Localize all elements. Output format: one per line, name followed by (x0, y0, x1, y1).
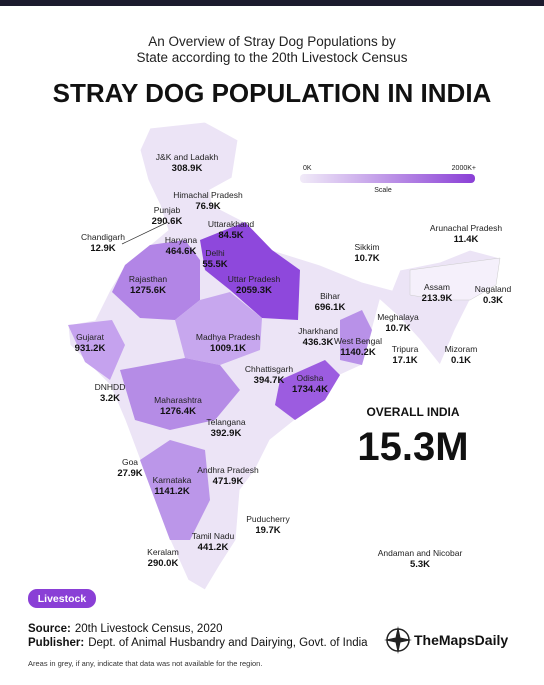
region-name: Puducherry (246, 514, 290, 524)
northeast-shape (409, 257, 501, 301)
region-name: Uttarakhand (208, 219, 255, 229)
subtitle: An Overview of Stray Dog Populations by S… (137, 34, 408, 65)
region-name: Bihar (320, 291, 340, 301)
region-value: 55.5K (202, 259, 227, 270)
scale-bar (300, 174, 475, 183)
region-value: 27.9K (117, 468, 142, 479)
scale-label: Scale (374, 187, 392, 194)
region-name: Assam (424, 282, 450, 292)
region-name: Chandigarh (81, 232, 125, 242)
region-value: 0.3K (483, 295, 503, 306)
region-name: Punjab (154, 205, 181, 215)
region-name: Nagaland (475, 284, 512, 294)
region-name: J&K and Ladakh (156, 152, 219, 162)
gujarat-shape (68, 320, 125, 380)
logo-icon (384, 626, 412, 654)
region-name: Tripura (392, 344, 419, 354)
region-name: Telangana (206, 417, 246, 427)
scale-max: 2000K+ (452, 165, 476, 172)
title: STRAY DOG POPULATION IN INDIA (53, 78, 492, 108)
maharashtra-shape (120, 358, 240, 430)
region-value: 308.9K (172, 163, 203, 174)
region-name: Goa (122, 457, 138, 467)
region-name: Gujarat (76, 332, 105, 342)
scale-min: 0K (303, 165, 312, 172)
region-name: Uttar Pradesh (228, 274, 281, 284)
up-shape (200, 222, 300, 320)
region-value: 17.1K (392, 355, 417, 366)
rajasthan-shape (112, 240, 200, 320)
region-value: 76.9K (195, 201, 220, 212)
region-name: Jharkhand (298, 326, 338, 336)
region-name: Meghalaya (377, 312, 419, 322)
region-value: 84.5K (218, 230, 243, 241)
region-name: Tamil Nadu (192, 531, 235, 541)
brand: TheMapsDaily (414, 632, 508, 648)
region-value: 436.3K (303, 337, 334, 348)
region-name: Sikkim (354, 242, 379, 252)
region-name: West Bengal (334, 336, 382, 346)
karnataka-shape (140, 440, 210, 540)
region-value: 441.2K (198, 542, 229, 553)
region-value: 1734.4K (292, 384, 328, 395)
odisha-shape (275, 360, 340, 420)
region-name: Arunachal Pradesh (430, 223, 503, 233)
region-name: Andhra Pradesh (197, 465, 259, 475)
region-name: Rajasthan (129, 274, 168, 284)
region-name: Karnataka (153, 475, 192, 485)
region-value: 213.9K (422, 293, 453, 304)
region-name: Maharashtra (154, 395, 202, 405)
footnote: Areas in grey, if any, indicate that dat… (28, 659, 262, 668)
wb-shape (340, 310, 372, 365)
top-bar (0, 0, 544, 6)
region-value: 12.9K (90, 243, 115, 254)
region-name: Andaman and Nicobar (378, 548, 463, 558)
region-value: 290.6K (152, 216, 183, 227)
region-value: 19.7K (255, 525, 280, 536)
mp-shape (175, 292, 262, 365)
region-value: 464.6K (166, 246, 197, 257)
region-name: Madhya Pradesh (196, 332, 261, 342)
region-name: Chhattisgarh (245, 364, 293, 374)
region-value: 1275.6K (130, 285, 166, 296)
region-name: Odisha (297, 373, 324, 383)
region-name: Delhi (205, 248, 224, 258)
map (67, 121, 501, 591)
footer-line: Source: 20th Livestock Census, 2020 (28, 623, 223, 635)
region-value: 10.7K (385, 323, 410, 334)
region-value: 392.9K (211, 428, 242, 439)
region-value: 3.2K (100, 393, 120, 404)
region-value: 1141.2K (154, 486, 190, 497)
leader-line (121, 221, 169, 245)
badge: Livestock (38, 593, 87, 605)
region-name: Haryana (165, 235, 197, 245)
region-value: 1140.2K (340, 347, 376, 358)
overall-label: OVERALL INDIA (366, 405, 459, 419)
region-name: DNHDD (95, 382, 126, 392)
footer-line: Publisher: Dept. of Animal Husbandry and … (28, 637, 368, 649)
region-name: Keralam (147, 547, 179, 557)
region-value: 290.0K (148, 558, 179, 569)
region-value: 471.9K (213, 476, 244, 487)
region-value: 696.1K (315, 302, 346, 313)
region-value: 1009.1K (210, 343, 246, 354)
region-value: 1276.4K (160, 406, 196, 417)
overall-value: 15.3M (357, 425, 468, 469)
region-name: Himachal Pradesh (173, 190, 243, 200)
badge-pill (28, 589, 96, 608)
region-value: 10.7K (354, 253, 379, 264)
region-name: Mizoram (445, 344, 478, 354)
region-value: 11.4K (454, 234, 479, 245)
region-value: 931.2K (75, 343, 106, 354)
region-value: 394.7K (254, 375, 285, 386)
region-value: 0.1K (451, 355, 471, 366)
region-value: 2059.3K (236, 285, 272, 296)
region-value: 5.3K (410, 559, 430, 570)
